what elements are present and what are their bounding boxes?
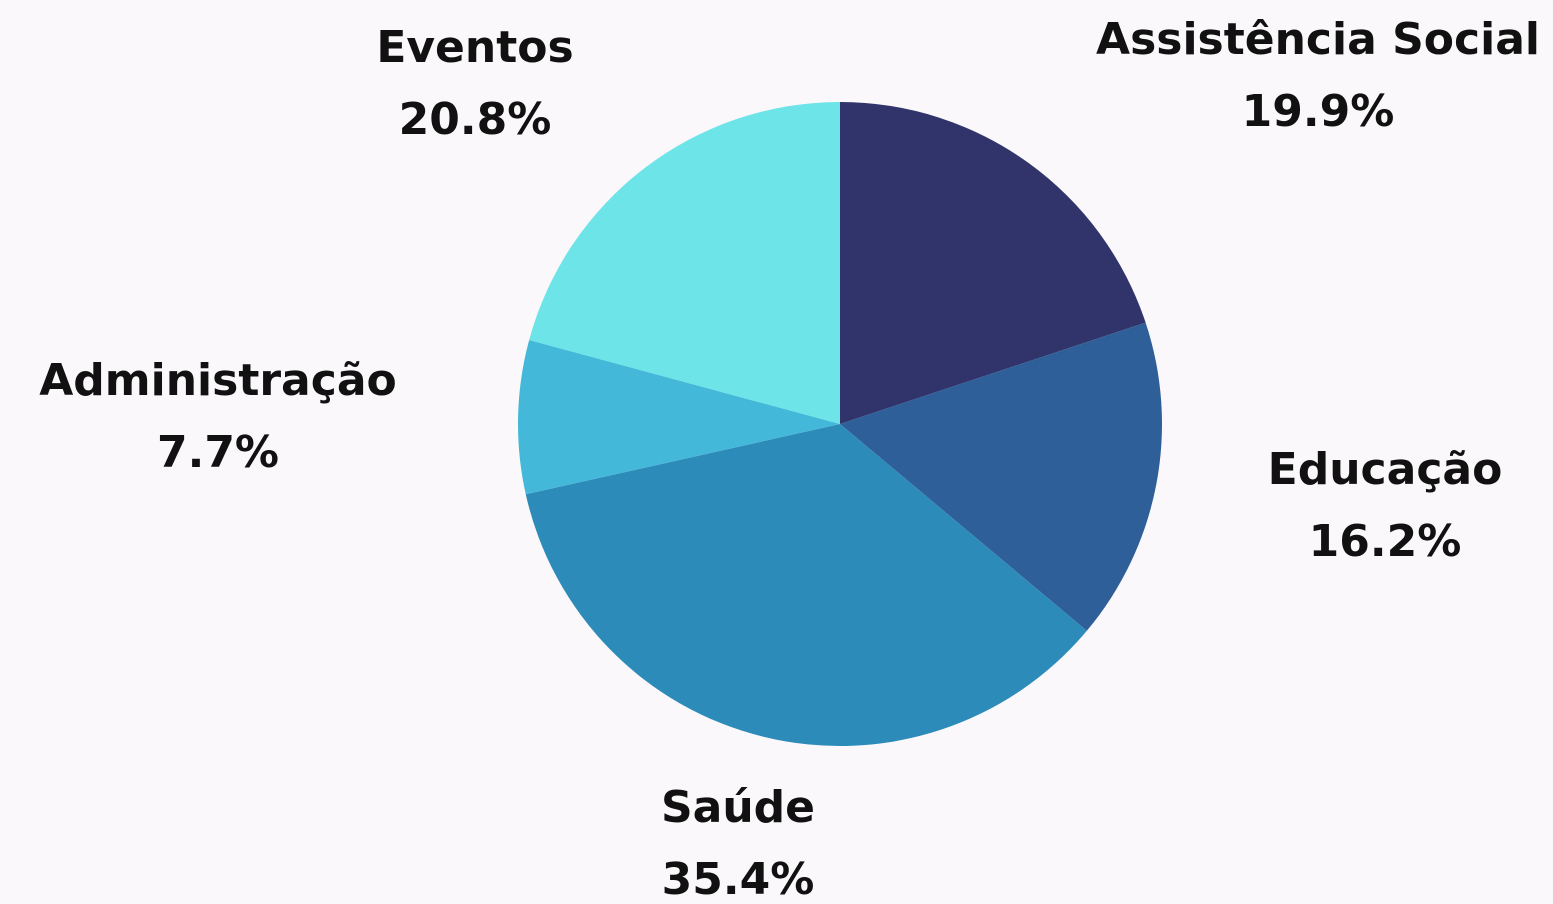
slice-label: Educação [1268,444,1503,495]
slice-label: Eventos [376,22,573,73]
pie-slice [840,102,1146,424]
pie-slice [525,424,1087,746]
pie-slice [529,102,840,424]
slice-value: 16.2% [1309,516,1462,567]
slice-value: 20.8% [399,94,552,145]
slice-label: Assistência Social [1096,14,1540,65]
slice-label: Saúde [661,782,815,833]
slice-value: 35.4% [662,854,815,904]
pie-slice [840,322,1162,631]
slice-label: Administração [39,355,397,406]
pie-slice [518,340,840,495]
slice-value: 7.7% [157,427,279,478]
slice-value: 19.9% [1242,86,1395,137]
